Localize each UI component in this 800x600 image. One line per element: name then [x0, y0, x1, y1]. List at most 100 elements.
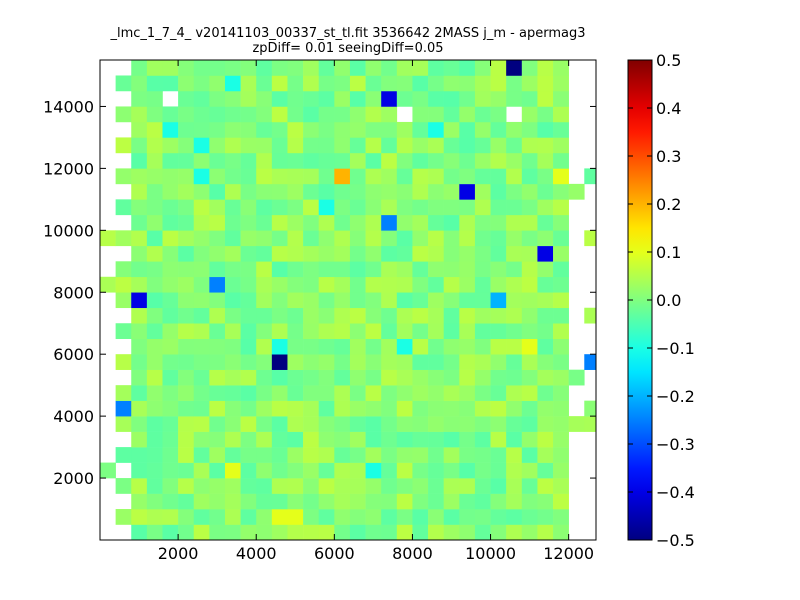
heatmap-cell: [178, 276, 195, 293]
colorbar-tick-label: 0.5: [656, 51, 681, 70]
heatmap-cell: [240, 478, 257, 494]
heatmap-cell: [256, 493, 273, 510]
heatmap-cell: [365, 400, 382, 417]
heatmap-cell: [193, 245, 210, 262]
heatmap-cell: [490, 261, 507, 278]
heatmap-cell: [131, 431, 148, 448]
heatmap-cell: [365, 199, 382, 216]
heatmap-cell: [521, 447, 538, 463]
heatmap-cell: [537, 400, 554, 417]
heatmap-cell: [287, 292, 304, 309]
heatmap-cell: [162, 168, 179, 185]
heatmap-cell: [271, 509, 288, 525]
heatmap-cell: [209, 447, 226, 463]
heatmap-cell: [271, 462, 288, 479]
heatmap-cell: [131, 478, 148, 494]
heatmap-cell: [131, 121, 148, 138]
heatmap-cell: [209, 121, 226, 138]
heatmap-cell: [224, 354, 241, 370]
heatmap-cell: [240, 121, 257, 138]
heatmap-cell: [521, 230, 538, 247]
heatmap-cell: [334, 106, 351, 123]
heatmap-cell: [334, 245, 351, 262]
heatmap-cell: [287, 60, 304, 76]
heatmap-cell: [474, 121, 491, 138]
heatmap-cell: [412, 199, 429, 216]
heatmap-cell: [178, 292, 195, 309]
heatmap-cell: [178, 524, 195, 541]
heatmap-cell: [178, 168, 195, 185]
heatmap-cell: [146, 214, 163, 231]
heatmap-cell: [428, 416, 444, 432]
heatmap-cell: [474, 60, 491, 76]
heatmap-cell: [459, 493, 476, 510]
heatmap-cell: [334, 292, 351, 309]
heatmap-cell: [381, 121, 398, 138]
heatmap-cell: [287, 462, 304, 479]
heatmap-cell: [240, 307, 257, 324]
heatmap-cell: [428, 168, 444, 185]
heatmap-cell: [193, 369, 210, 386]
heatmap-cell: [224, 385, 241, 401]
heatmap-cell: [506, 447, 523, 463]
heatmap-cell: [537, 90, 554, 107]
heatmap-cell: [553, 230, 569, 247]
heatmap-cell: [131, 106, 148, 123]
heatmap-cell: [428, 183, 444, 200]
heatmap-cell: [256, 230, 273, 247]
heatmap-cell: [303, 137, 320, 154]
heatmap-cell: [381, 462, 398, 479]
heatmap-cell: [521, 183, 538, 200]
heatmap-cell: [506, 416, 523, 432]
y-axis: 2000 4000 6000 8000 10000 12000 14000: [43, 97, 596, 488]
heatmap-cell: [506, 509, 523, 525]
heatmap-cell: [490, 354, 507, 370]
heatmap-cell: [459, 152, 476, 169]
heatmap-cell: [240, 106, 257, 123]
heatmap-cell: [100, 276, 116, 293]
heatmap-cell: [318, 245, 335, 262]
heatmap-cell: [131, 90, 148, 107]
heatmap-cell: [349, 307, 366, 324]
heatmap-cell: [146, 292, 163, 309]
heatmap-cell: [224, 369, 241, 386]
heatmap-cell: [365, 338, 382, 355]
heatmap-cell: [131, 462, 148, 479]
heatmap-cell: [365, 447, 382, 463]
heatmap-cell: [459, 369, 476, 386]
heatmap-cell: [334, 416, 351, 432]
heatmap-cell: [521, 292, 538, 309]
heatmap-cell: [178, 60, 195, 76]
heatmap-cell: [334, 431, 351, 448]
heatmap-cell: [396, 447, 413, 463]
heatmap-cell: [537, 106, 554, 123]
heatmap-cell: [365, 524, 382, 541]
heatmap-cell: [162, 60, 179, 76]
heatmap-cell: [193, 385, 210, 401]
heatmap-cell: [271, 152, 288, 169]
heatmap-cell: [334, 261, 351, 278]
heatmap-cell: [381, 323, 398, 340]
heatmap-cell: [381, 416, 398, 432]
heatmap-cell: [256, 75, 273, 92]
heatmap-cell: [115, 230, 132, 247]
heatmap-cell: [443, 214, 460, 231]
heatmap-cell: [178, 493, 195, 510]
heatmap-cell: [271, 214, 288, 231]
heatmap-cell: [412, 307, 429, 324]
heatmap-cell: [412, 400, 429, 417]
heatmap-cell: [115, 106, 132, 123]
heatmap-cell: [459, 416, 476, 432]
heatmap-cell: [334, 493, 351, 510]
heatmap-cell: [303, 261, 320, 278]
heatmap-cell: [349, 168, 366, 185]
heatmap-cell: [193, 462, 210, 479]
heatmap-cell: [287, 245, 304, 262]
heatmap-cell: [162, 416, 179, 432]
heatmap-cell: [537, 385, 554, 401]
heatmap-cell: [428, 121, 444, 138]
heatmap-cell: [162, 106, 179, 123]
heatmap-cell: [443, 338, 460, 355]
heatmap-cell: [240, 385, 257, 401]
colorbar-tick-label: 0.4: [656, 99, 681, 118]
